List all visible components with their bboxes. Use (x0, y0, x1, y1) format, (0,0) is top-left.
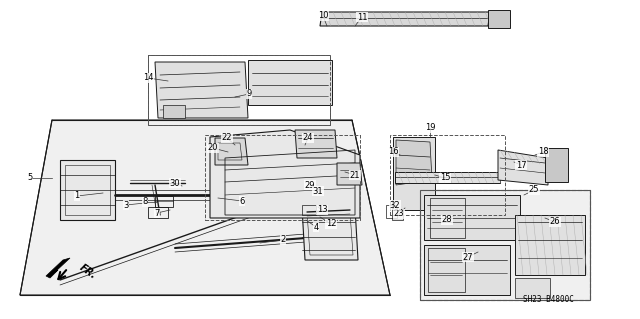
Polygon shape (488, 10, 510, 28)
Polygon shape (424, 245, 510, 295)
Text: 14: 14 (143, 73, 153, 83)
Text: 22: 22 (221, 133, 232, 143)
Text: 1: 1 (74, 191, 79, 201)
Text: 9: 9 (246, 90, 252, 99)
Polygon shape (60, 160, 115, 220)
Text: 12: 12 (326, 219, 336, 228)
Text: 31: 31 (313, 187, 323, 196)
Polygon shape (545, 148, 568, 182)
Polygon shape (215, 138, 248, 165)
Text: 4: 4 (314, 222, 319, 232)
Polygon shape (302, 207, 358, 260)
Polygon shape (395, 172, 500, 183)
Text: 19: 19 (425, 123, 435, 132)
Text: 7: 7 (154, 209, 160, 218)
Polygon shape (248, 60, 332, 105)
Text: 24: 24 (303, 133, 313, 143)
Text: 29: 29 (305, 181, 316, 189)
Text: 17: 17 (516, 160, 526, 169)
Polygon shape (320, 12, 490, 26)
Bar (420, 190, 590, 300)
Text: SH23 B4800C: SH23 B4800C (523, 295, 573, 305)
Text: 16: 16 (388, 147, 398, 157)
Polygon shape (46, 258, 70, 278)
Bar (205, 135, 360, 220)
Polygon shape (396, 140, 432, 185)
Text: 10: 10 (317, 11, 328, 20)
Text: FR.: FR. (78, 263, 99, 281)
Text: 18: 18 (538, 147, 548, 157)
Text: 30: 30 (170, 179, 180, 188)
Text: 2: 2 (280, 235, 285, 244)
Text: 23: 23 (394, 210, 404, 219)
Text: 11: 11 (356, 12, 367, 21)
Polygon shape (392, 200, 403, 220)
Polygon shape (295, 130, 337, 158)
Polygon shape (155, 62, 248, 118)
Bar (390, 135, 505, 215)
Polygon shape (515, 278, 550, 298)
Polygon shape (424, 195, 520, 240)
Text: 27: 27 (463, 253, 474, 262)
Polygon shape (498, 150, 548, 185)
Polygon shape (210, 130, 360, 218)
Text: 32: 32 (390, 201, 400, 210)
Text: 15: 15 (440, 174, 451, 182)
Text: 21: 21 (349, 170, 360, 180)
Text: 5: 5 (28, 174, 33, 182)
Polygon shape (515, 215, 585, 275)
Text: 20: 20 (208, 144, 218, 152)
Text: 26: 26 (550, 218, 560, 226)
Text: 6: 6 (239, 197, 244, 205)
Text: 13: 13 (317, 205, 327, 214)
Text: 8: 8 (142, 197, 148, 206)
Bar (148, 55, 330, 125)
Text: 3: 3 (124, 201, 129, 210)
Text: 28: 28 (442, 216, 452, 225)
Polygon shape (393, 137, 435, 210)
Polygon shape (337, 163, 362, 185)
Polygon shape (163, 105, 185, 118)
Polygon shape (20, 120, 390, 295)
Text: 25: 25 (529, 186, 540, 195)
